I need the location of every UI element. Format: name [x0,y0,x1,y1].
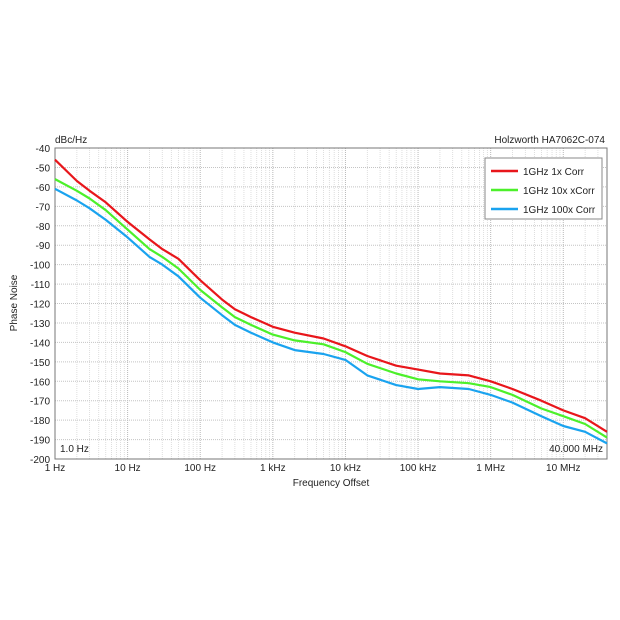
axes: -40 -50 -60 -70 -80 -90 -100 -110 -120 -130 -140 -1… [30,144,608,474]
y-tick-label: -140 [30,338,50,349]
y-tick-label: -40 [36,144,51,155]
y-unit-label: dBc/Hz [55,135,87,146]
stop-frequency-label: 40.000 MHz [549,444,603,455]
y-tick-label: -60 [36,183,51,194]
y-tick-label: -110 [31,280,51,291]
y-tick-label: -130 [30,319,50,330]
x-tick-label: 100 Hz [184,463,216,474]
x-tick-label: 100 kHz [400,463,437,474]
y-axis-label: Phase Noise [9,274,20,331]
start-frequency-label: 1.0 Hz [60,444,89,455]
y-tick-label: -80 [36,222,51,233]
y-tick-label: -200 [30,455,50,466]
y-tick-label: -150 [30,358,50,369]
x-tick-label: 1 kHz [260,463,286,474]
legend-entry: 1GHz 100x Corr [523,205,596,216]
x-tick-label: 1 MHz [476,463,505,474]
series-line [54,158,608,433]
x-tick-label: 1 Hz [45,463,66,474]
legend-entry: 1GHz 1x Corr [523,167,585,178]
series-lines [54,158,608,445]
legend: 1GHz 1x Corr 1GHz 10x xCorr 1GHz 100x Corr [484,157,603,220]
chart-title: Holzworth HA7062C-074 [494,135,605,146]
y-tick-label: -90 [36,241,51,252]
y-tick-label: -120 [30,300,50,311]
y-tick-label: -170 [30,397,50,408]
y-tick-label: -180 [30,416,50,427]
series-line [54,187,608,445]
plot-border [54,147,608,460]
y-tick-label: -50 [36,163,51,174]
x-tick-label: 10 Hz [115,463,141,474]
series-line [54,178,608,439]
y-tick-label: -160 [30,377,50,388]
x-tick-label: 10 MHz [546,463,580,474]
x-axis-label: Frequency Offset [293,478,370,489]
legend-entry: 1GHz 10x xCorr [523,186,595,197]
y-tick-label: -190 [30,436,50,447]
y-tick-label: -100 [30,261,50,272]
x-tick-label: 10 kHz [330,463,361,474]
y-tick-label: -70 [36,202,51,213]
